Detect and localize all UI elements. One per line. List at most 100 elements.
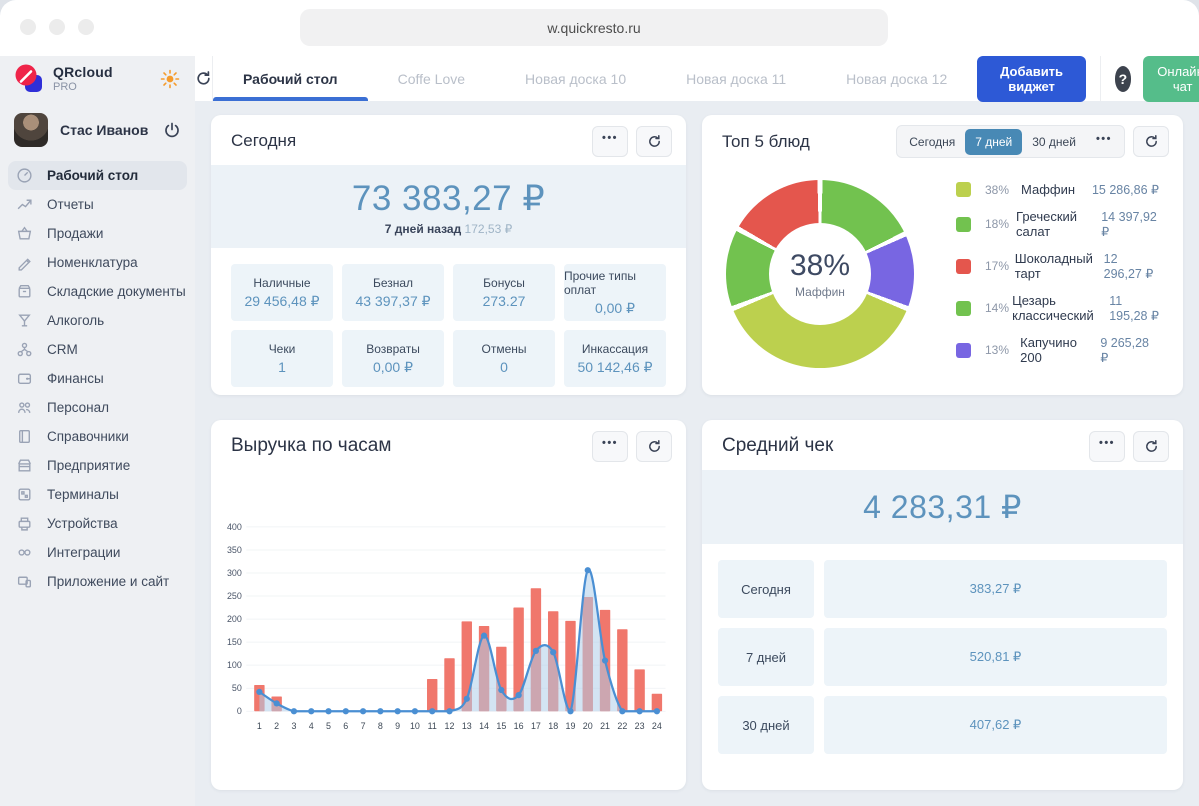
app-header: QRcloud PRO Рабочий стол Coffe Love Новая … [0,55,1199,102]
svg-text:7: 7 [361,721,366,731]
avg-check-refresh-icon[interactable] [1133,430,1169,462]
user-avatar[interactable] [14,113,48,147]
svg-text:150: 150 [227,637,242,647]
sidebar-item[interactable]: Продажи [8,219,187,248]
sidebar-item[interactable]: Интеграции [8,538,187,567]
legend-swatch [956,300,971,316]
legend-row[interactable]: 14% Цезарь классический 11 195,28 ₽ [956,293,1159,323]
board-tab[interactable]: Новая доска 11 [686,70,787,87]
svg-text:22: 22 [617,721,627,731]
legend-row[interactable]: 13% Капучино 200 9 265,28 ₽ [956,335,1159,365]
svg-text:11: 11 [428,721,437,731]
sidebar-item[interactable]: Отчеты [8,190,187,219]
logout-power-icon[interactable] [163,121,181,139]
sidebar-item[interactable]: Устройства [8,509,187,538]
avg-check-more-icon[interactable]: ••• [1089,430,1125,462]
online-chat-button[interactable]: Онлайн-чат [1143,55,1199,102]
svg-text:24: 24 [652,721,662,731]
range-button[interactable]: 7 дней [965,128,1023,155]
svg-text:3: 3 [291,721,296,731]
range-button[interactable]: Сегодня [909,134,956,149]
sidebar-item[interactable]: CRM [8,335,187,364]
legend-row[interactable]: 38% Маффин 15 286,86 ₽ [956,182,1159,197]
sidebar-item-label: Складские документы [47,284,186,299]
legend-swatch [956,216,971,232]
sidebar-item-label: Продажи [47,226,104,241]
sidebar-item[interactable]: Рабочий стол [8,161,187,190]
boards-refresh-icon[interactable] [195,56,213,101]
svg-text:6: 6 [343,721,348,731]
sidebar-item-label: CRM [47,342,78,357]
svg-text:18: 18 [548,721,558,731]
svg-text:2: 2 [274,721,279,731]
svg-text:300: 300 [227,568,242,578]
sidebar-item[interactable]: Справочники [8,422,187,451]
tile-label: Наличные [253,275,311,290]
sidebar-item[interactable]: Персонал [8,393,187,422]
revenue-refresh-icon[interactable] [636,430,672,462]
sidebar-item-label: Приложение и сайт [47,574,170,589]
legend-swatch [956,342,971,358]
legend-row[interactable]: 18% Греческий салат 14 397,92 ₽ [956,209,1159,239]
avg-check-title: Средний чек [722,435,834,456]
theme-sun-icon[interactable] [159,68,181,90]
sidebar-item[interactable]: Приложение и сайт [8,567,187,596]
donut-center-percent: 38% [789,248,851,282]
sidebar-item[interactable]: Финансы [8,364,187,393]
tile-value: 0,00 ₽ [372,358,414,375]
sidebar-item[interactable]: Номенклатура [8,248,187,277]
revenue-card: Выручка по часам ••• 0 50 100 150 200 250 300 3… [211,420,686,790]
top-dishes-refresh-icon[interactable] [1133,126,1169,157]
svg-text:20: 20 [583,721,593,731]
board-tab[interactable]: Рабочий стол [213,56,368,101]
range-more-icon[interactable]: ••• [1095,133,1112,145]
sidebar-item-icon [16,225,33,242]
sidebar-item-icon [16,399,33,416]
brand-plan: PRO [53,81,77,93]
board-tab[interactable]: Новая доска 12 [846,70,948,87]
legend-value: 14 397,92 ₽ [1101,209,1157,239]
url-text: w.quickresto.ru [547,19,641,36]
tile-value: 0,00 ₽ [594,299,636,316]
today-more-icon[interactable]: ••• [592,125,628,157]
tile-value: 50 142,46 ₽ [577,358,653,375]
sidebar-item[interactable]: Терминалы [8,480,187,509]
board-tab[interactable]: Новая доска 10 [525,70,627,87]
add-widget-button[interactable]: Добавить виджет [977,55,1086,102]
legend-value: 9 265,28 ₽ [1100,335,1149,365]
board-tabs: Рабочий стол Coffe Love Новая доска 10 Нова… [213,56,977,101]
legend-name: Греческий салат [1016,209,1078,239]
legend-percent: 17% [985,259,1010,273]
sidebar-item-label: Рабочий стол [47,168,139,183]
sidebar-item-icon [16,544,33,561]
board-tab[interactable]: Coffe Love [397,70,466,87]
window-controls[interactable] [20,19,94,35]
today-tile: Прочие типы оплат 0,00 ₽ [564,264,666,321]
sidebar-item[interactable]: Предприятие [8,451,187,480]
window-dot[interactable] [49,19,65,35]
window-dot[interactable] [20,19,36,35]
address-bar[interactable]: w.quickresto.ru [300,9,888,46]
brand-block: QRcloud PRO [0,56,195,101]
header-divider [1099,56,1101,101]
legend-percent: 13% [985,343,1010,357]
sidebar-item-icon [16,457,33,474]
avg-row-label: Сегодня [718,560,814,618]
sidebar-item-icon [16,486,33,503]
avg-check-row: Сегодня 383,27 ₽ [718,560,1167,618]
svg-text:400: 400 [227,522,242,532]
svg-text:0: 0 [237,706,242,716]
browser-chrome: w.quickresto.ru [0,0,1199,56]
sidebar-item-label: Финансы [47,371,104,386]
range-button[interactable]: 30 дней [1032,134,1076,149]
tile-value: 43 397,37 ₽ [355,292,431,309]
revenue-more-icon[interactable]: ••• [592,430,628,462]
window-dot[interactable] [78,19,94,35]
sidebar-item[interactable]: Складские документы [8,277,187,306]
help-icon[interactable]: ? [1114,65,1132,92]
sidebar-item-icon [16,341,33,358]
legend-row[interactable]: 17% Шоколадный тарт 12 296,27 ₽ [956,251,1159,281]
today-refresh-icon[interactable] [636,125,672,157]
sidebar-item[interactable]: Алкоголь [8,306,187,335]
